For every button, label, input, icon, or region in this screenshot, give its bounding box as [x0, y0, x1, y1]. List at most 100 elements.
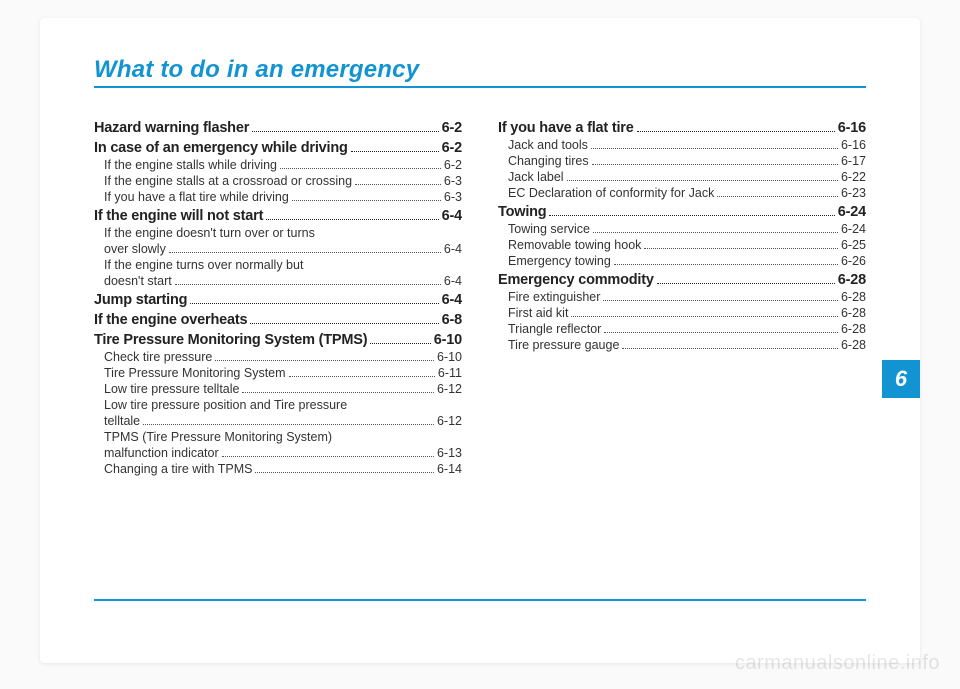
toc-entry: If you have a flat tire while driving 6-3	[94, 190, 462, 204]
toc-leader	[644, 248, 838, 249]
toc-leader	[215, 360, 434, 361]
toc-page: 6-13	[437, 446, 462, 460]
toc-entry: Removable towing hook 6-25	[498, 238, 866, 252]
toc-label: Low tire pressure telltale	[104, 382, 239, 396]
toc-entry: over slowly 6-4	[94, 242, 462, 256]
toc-label: malfunction indicator	[104, 446, 219, 460]
toc-leader	[614, 264, 838, 265]
toc-page: 6-3	[444, 190, 462, 204]
toc-entry: Changing a tire with TPMS6-14	[94, 462, 462, 476]
page-title: What to do in an emergency	[94, 56, 866, 84]
toc-label: Emergency towing	[508, 254, 611, 268]
toc-entry: Hazard warning flasher6-2	[94, 120, 462, 136]
toc-leader	[549, 215, 834, 216]
toc-entry: Jack and tools 6-16	[498, 138, 866, 152]
toc-page: 6-12	[437, 382, 462, 396]
toc-label: Changing a tire with TPMS	[104, 462, 252, 476]
toc-label: Tire Pressure Monitoring System (TPMS)	[94, 332, 367, 348]
toc-page: 6-16	[841, 138, 866, 152]
toc-leader	[355, 184, 441, 185]
toc-leader	[190, 303, 438, 304]
toc-label: If the engine stalls while driving	[104, 158, 277, 172]
toc-page: 6-24	[841, 222, 866, 236]
toc-leader	[571, 316, 838, 317]
toc-page: 6-26	[841, 254, 866, 268]
toc-entry: Check tire pressure 6-10	[94, 350, 462, 364]
toc-label: If you have a flat tire while driving	[104, 190, 289, 204]
toc-leader	[622, 348, 838, 349]
toc-label: Towing	[498, 204, 546, 220]
toc-leader	[280, 168, 441, 169]
toc-label: Tire Pressure Monitoring System	[104, 366, 286, 380]
toc-leader	[591, 148, 838, 149]
toc-page: 6-12	[437, 414, 462, 428]
toc-page: 6-10	[434, 332, 462, 348]
toc-entry: Tire pressure gauge6-28	[498, 338, 866, 352]
toc-leader	[567, 180, 838, 181]
toc-leader	[242, 392, 433, 393]
toc-label: Triangle reflector	[508, 322, 601, 336]
toc-leader	[603, 300, 838, 301]
toc-page: 6-4	[444, 242, 462, 256]
toc-label: If you have a flat tire	[498, 120, 634, 136]
toc-label: Jack and tools	[508, 138, 588, 152]
toc-page: 6-10	[437, 350, 462, 364]
toc-page: 6-4	[442, 208, 462, 224]
toc-entry: Fire extinguisher 6-28	[498, 290, 866, 304]
toc-page: 6-22	[841, 170, 866, 184]
toc-page: 6-11	[438, 366, 462, 380]
toc-label: In case of an emergency while driving	[94, 140, 348, 156]
toc-page: 6-28	[841, 290, 866, 304]
toc-page: 6-28	[841, 306, 866, 320]
toc-label: doesn't start	[104, 274, 172, 288]
toc-label: Check tire pressure	[104, 350, 212, 364]
toc-entry: If you have a flat tire 6-16	[498, 120, 866, 136]
toc-leader	[592, 164, 838, 165]
toc-leader	[657, 283, 835, 284]
toc-page: 6-16	[838, 120, 866, 136]
toc-entry: TPMS (Tire Pressure Monitoring System)	[94, 430, 462, 444]
toc-leader	[289, 376, 435, 377]
toc-page: 6-25	[841, 238, 866, 252]
toc-leader	[351, 151, 439, 152]
toc-label: Removable towing hook	[508, 238, 641, 252]
toc-leader	[604, 332, 838, 333]
toc-entry: Tire Pressure Monitoring System (TPMS) 6-…	[94, 332, 462, 348]
toc-entry: Jack label6-22	[498, 170, 866, 184]
toc-entry: Low tire pressure position and Tire pres…	[94, 398, 462, 412]
toc-entry: If the engine stalls at a crossroad or c…	[94, 174, 462, 188]
toc-leader	[143, 424, 434, 425]
toc-leader	[717, 196, 838, 197]
toc-leader	[637, 131, 835, 132]
toc-entry: If the engine overheats6-8	[94, 312, 462, 328]
toc-entry: If the engine will not start6-4	[94, 208, 462, 224]
toc-label: First aid kit	[508, 306, 568, 320]
toc-label: If the engine overheats	[94, 312, 247, 328]
watermark: carmanualsonline.info	[735, 652, 940, 675]
toc-entry: Emergency commodity6-28	[498, 272, 866, 288]
bottom-rule	[94, 599, 866, 601]
toc-page: 6-17	[841, 154, 866, 168]
toc-page: 6-4	[444, 274, 462, 288]
toc-entry: Changing tires6-17	[498, 154, 866, 168]
toc-label: over slowly	[104, 242, 166, 256]
toc-entry: Emergency towing 6-26	[498, 254, 866, 268]
toc-label: Fire extinguisher	[508, 290, 600, 304]
manual-page: What to do in an emergency Hazard warnin…	[40, 18, 920, 663]
toc-right-column: If you have a flat tire6-16Jack and tool…	[498, 116, 866, 476]
toc-page: 6-3	[444, 174, 462, 188]
toc-leader	[266, 219, 438, 220]
toc-leader	[222, 456, 434, 457]
toc-page: 6-28	[838, 272, 866, 288]
toc-label: EC Declaration of conformity for Jack	[508, 186, 714, 200]
toc-label: Jump starting	[94, 292, 187, 308]
toc-leader	[250, 323, 438, 324]
toc-page: 6-23	[841, 186, 866, 200]
toc-label: Towing service	[508, 222, 590, 236]
toc-page: 6-2	[442, 140, 462, 156]
toc-entry: Towing service 6-24	[498, 222, 866, 236]
toc-leader	[593, 232, 838, 233]
toc-page: 6-28	[841, 338, 866, 352]
toc-label: telltale	[104, 414, 140, 428]
toc-entry: telltale 6-12	[94, 414, 462, 428]
